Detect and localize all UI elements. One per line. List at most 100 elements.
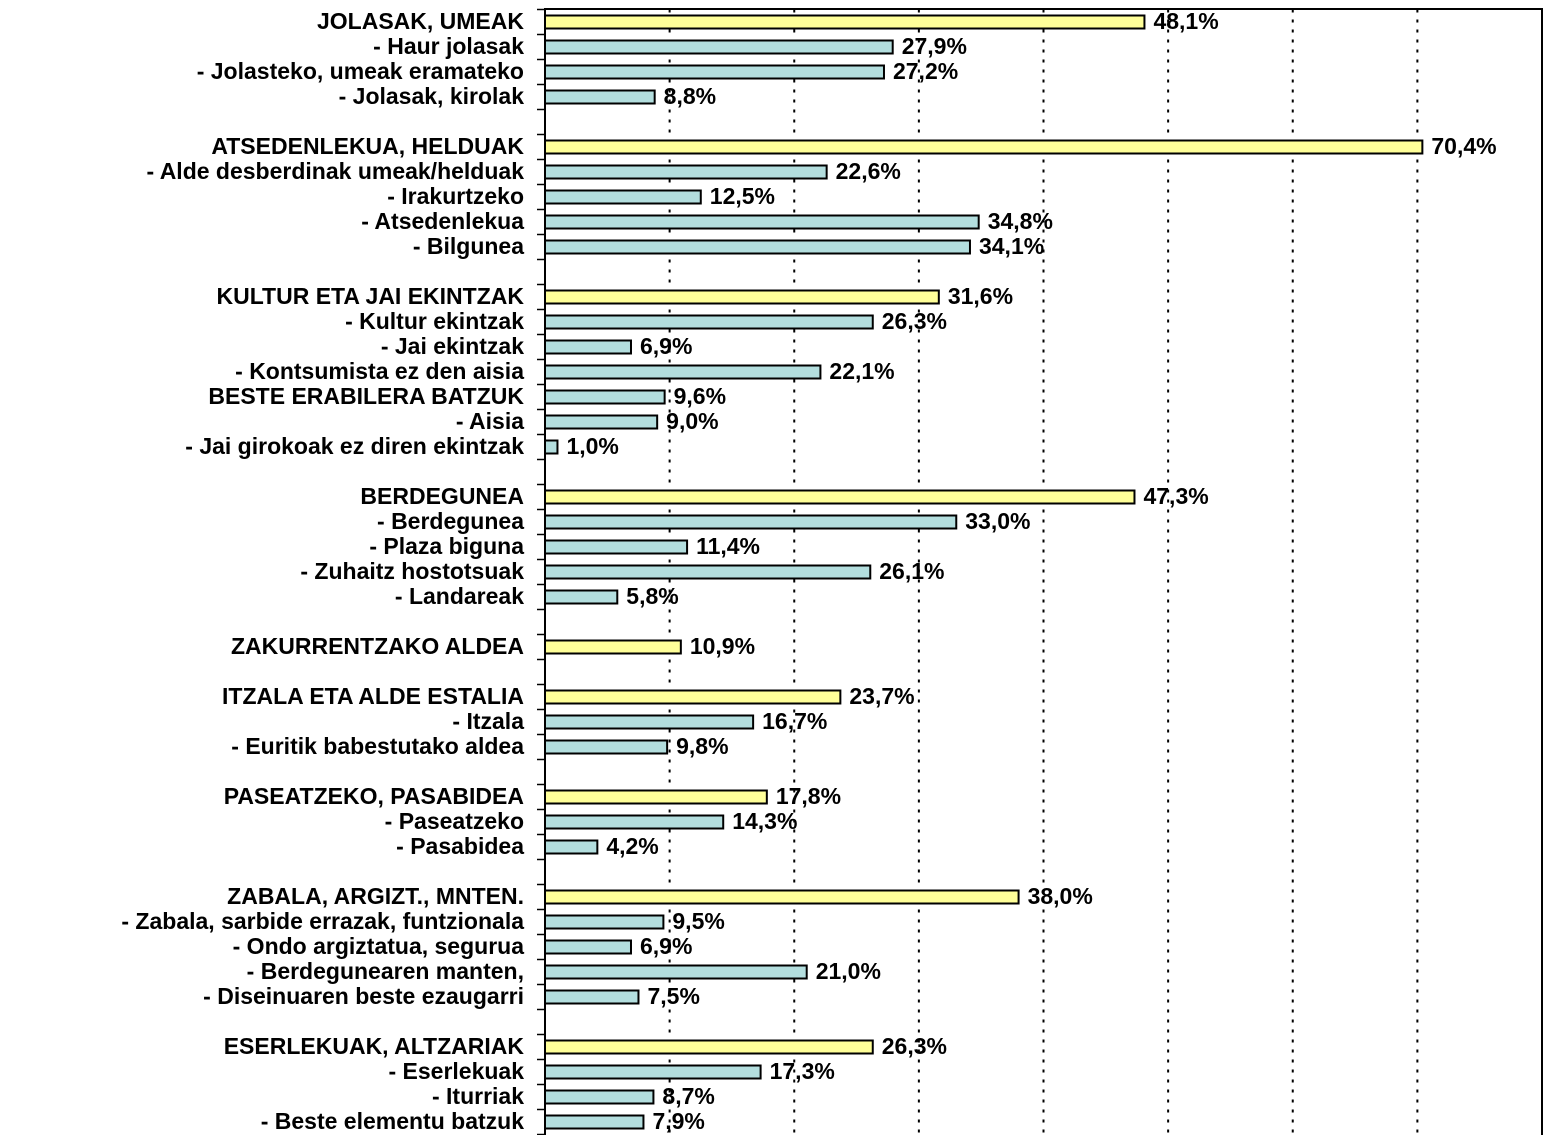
category-label: - Kultur ekintzak bbox=[345, 308, 524, 334]
bar bbox=[544, 889, 1020, 905]
bar bbox=[544, 739, 669, 755]
bar bbox=[544, 489, 1136, 505]
category-label: - Ondo argiztatua, segurua bbox=[233, 933, 525, 959]
value-label: 26,3% bbox=[882, 1033, 947, 1059]
value-label: 1,0% bbox=[566, 433, 618, 459]
bar bbox=[544, 639, 682, 655]
category-label: - Berdegunearen manten, bbox=[247, 958, 524, 984]
bar bbox=[544, 814, 725, 830]
category-label: - Iturriak bbox=[432, 1083, 524, 1109]
bar bbox=[544, 39, 894, 55]
bar bbox=[544, 1064, 762, 1080]
value-label: 70,4% bbox=[1431, 133, 1496, 159]
value-label: 8,7% bbox=[662, 1083, 714, 1109]
value-label: 14,3% bbox=[732, 808, 797, 834]
category-label: - Jolasteko, umeak eramateko bbox=[197, 58, 524, 84]
value-label: 26,3% bbox=[882, 308, 947, 334]
category-label: - Jai girokoak ez diren ekintzak bbox=[185, 433, 524, 459]
bar bbox=[544, 539, 689, 555]
category-label: - Zabala, sarbide errazak, funtzionala bbox=[121, 908, 524, 934]
value-label: 47,3% bbox=[1143, 483, 1208, 509]
category-label: ZAKURRENTZAKO ALDEA bbox=[231, 633, 524, 659]
bar bbox=[544, 714, 755, 730]
bar bbox=[544, 1089, 655, 1105]
value-label: 5,8% bbox=[626, 583, 678, 609]
bar bbox=[544, 439, 559, 455]
category-label: - Paseatzeko bbox=[385, 808, 524, 834]
category-label: - Zuhaitz hostotsuak bbox=[300, 558, 524, 584]
value-label: 16,7% bbox=[762, 708, 827, 734]
bar bbox=[544, 139, 1424, 155]
value-label: 26,1% bbox=[879, 558, 944, 584]
value-label: 27,2% bbox=[893, 58, 958, 84]
category-label: - Bilgunea bbox=[413, 233, 524, 259]
category-label: - Alde desberdinak umeak/helduak bbox=[147, 158, 525, 184]
value-label: 11,4% bbox=[696, 533, 760, 559]
category-label: - Itzala bbox=[452, 708, 524, 734]
category-label: - Irakurtzeko bbox=[387, 183, 524, 209]
bar bbox=[544, 1114, 645, 1130]
value-label: 22,6% bbox=[836, 158, 901, 184]
value-label: 9,5% bbox=[672, 908, 724, 934]
category-label: BESTE ERABILERA BATZUK bbox=[208, 383, 524, 409]
bar bbox=[544, 89, 656, 105]
value-label: 9,6% bbox=[674, 383, 726, 409]
bar bbox=[544, 164, 828, 180]
bar bbox=[544, 514, 958, 530]
category-label: ITZALA ETA ALDE ESTALIA bbox=[222, 683, 524, 709]
category-label: - Kontsumista ez den aisia bbox=[235, 358, 524, 384]
bar bbox=[544, 689, 842, 705]
value-label: 22,1% bbox=[829, 358, 894, 384]
bar bbox=[544, 789, 768, 805]
bar bbox=[544, 964, 808, 980]
category-label: JOLASAK, UMEAK bbox=[317, 8, 524, 34]
bar bbox=[544, 1039, 874, 1055]
category-label: PASEATZEKO, PASABIDEA bbox=[224, 783, 524, 809]
category-label: - Beste elementu batzuk bbox=[261, 1108, 524, 1134]
value-label: 27,9% bbox=[902, 33, 967, 59]
bar bbox=[544, 414, 659, 430]
bar bbox=[544, 64, 885, 80]
category-label: - Plaza biguna bbox=[369, 533, 524, 559]
value-label: 34,1% bbox=[979, 233, 1044, 259]
bar bbox=[544, 289, 940, 305]
bar bbox=[544, 564, 872, 580]
bar bbox=[544, 189, 702, 205]
category-label: - Diseinuaren beste ezaugarri bbox=[203, 983, 524, 1009]
value-label: 6,9% bbox=[640, 333, 692, 359]
bar bbox=[544, 214, 980, 230]
category-label: - Haur jolasak bbox=[373, 33, 524, 59]
value-label: 8,8% bbox=[664, 83, 716, 109]
category-label: - Pasabidea bbox=[396, 833, 524, 859]
category-label: - Jolasak, kirolak bbox=[339, 83, 525, 109]
bar bbox=[544, 989, 640, 1005]
value-label: 9,8% bbox=[676, 733, 728, 759]
bar bbox=[544, 914, 665, 930]
bar bbox=[544, 589, 619, 605]
bar bbox=[544, 939, 632, 955]
bar bbox=[544, 314, 874, 330]
category-label: - Berdegunea bbox=[377, 508, 524, 534]
value-label: 10,9% bbox=[690, 633, 755, 659]
bar bbox=[544, 339, 632, 355]
category-label: ZABALA, ARGIZT., MNTEN. bbox=[227, 883, 524, 909]
category-label: ATSEDENLEKUA, HELDUAK bbox=[211, 133, 524, 159]
category-label: KULTUR ETA JAI EKINTZAK bbox=[216, 283, 524, 309]
value-label: 21,0% bbox=[816, 958, 881, 984]
bar bbox=[544, 239, 971, 255]
value-label: 12,5% bbox=[710, 183, 775, 209]
value-label: 17,8% bbox=[776, 783, 841, 809]
category-label: - Atsedenlekua bbox=[361, 208, 524, 234]
value-label: 4,2% bbox=[606, 833, 658, 859]
category-label: ESERLEKUAK, ALTZARIAK bbox=[224, 1033, 525, 1059]
value-label: 9,0% bbox=[666, 408, 718, 434]
value-label: 7,9% bbox=[652, 1108, 704, 1134]
category-label: - Aisia bbox=[456, 408, 524, 434]
value-label: 33,0% bbox=[965, 508, 1030, 534]
category-label: - Eserlekuak bbox=[388, 1058, 524, 1084]
bar bbox=[544, 839, 599, 855]
bar bbox=[544, 389, 666, 405]
value-label: 34,8% bbox=[988, 208, 1053, 234]
value-label: 17,3% bbox=[770, 1058, 835, 1084]
